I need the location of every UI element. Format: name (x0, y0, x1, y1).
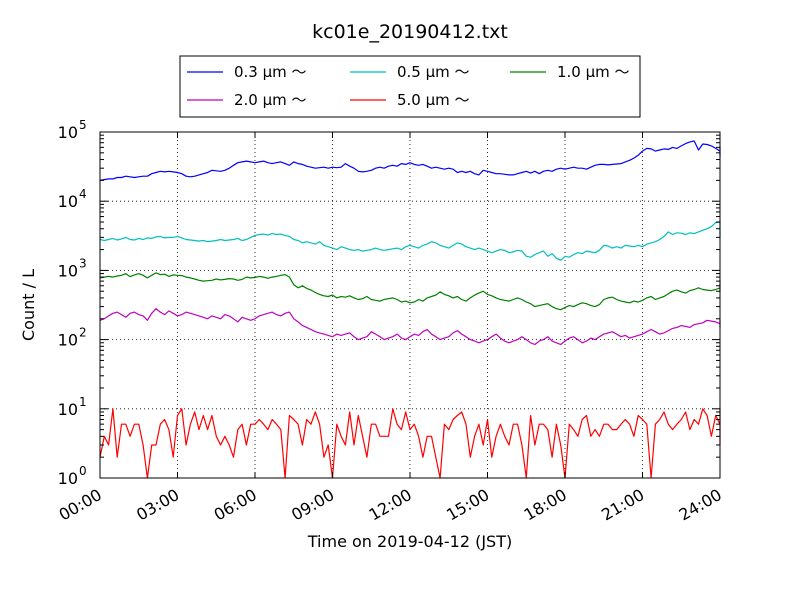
series-line-3 (99, 308, 721, 346)
ticks (99, 131, 721, 479)
legend-label-4: 5.0 μm ～ (397, 91, 470, 109)
y-tick-exponent: 0 (79, 464, 87, 478)
y-tick-label: 10 (58, 469, 78, 488)
y-tick-exponent: 3 (79, 256, 87, 270)
legend-frame (179, 55, 641, 118)
series-line-1 (99, 218, 721, 261)
y-tick-exponent: 5 (79, 118, 87, 132)
y-tick-label: 10 (58, 123, 78, 142)
y-tick-exponent: 1 (79, 395, 87, 409)
series-line-2 (99, 272, 721, 311)
legend-label-2: 1.0 μm ～ (557, 63, 630, 81)
series-line-0 (99, 140, 721, 181)
grid (100, 132, 720, 478)
legend: 0.3 μm ～ 0.5 μm ～ 1.0 μm ～ 2.0 μm ～ 5.0 μm ～ (179, 55, 641, 118)
series-layer (99, 140, 721, 479)
legend-label-3: 2.0 μm ～ (234, 91, 307, 109)
y-tick-label: 10 (58, 331, 78, 350)
y-tick-label: 10 (58, 400, 78, 419)
legend-label-1: 0.5 μm ～ (397, 63, 470, 81)
y-tick-exponent: 2 (79, 326, 87, 340)
legend-label-0: 0.3 μm ～ (234, 63, 307, 81)
plot-area (99, 131, 721, 479)
x-axis-label: Time on 2019-04-12 (JST) (307, 532, 512, 551)
chart-title: kc01e_20190412.txt (312, 21, 508, 43)
y-tick-label: 10 (58, 192, 78, 211)
y-tick-exponent: 4 (79, 187, 87, 201)
y-tick-label: 10 (58, 261, 78, 280)
series-line-4 (99, 408, 721, 479)
y-axis-label: Count / L (19, 269, 38, 341)
